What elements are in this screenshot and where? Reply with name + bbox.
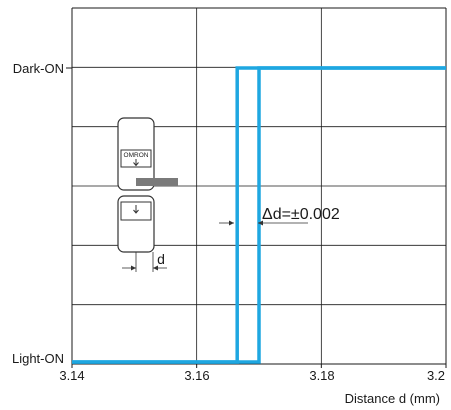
y-label-light-on: Light-ON: [12, 351, 64, 366]
delta-label: Δd=±0.002: [262, 206, 340, 223]
x-tick-label: 3.2: [427, 368, 445, 383]
d-label: d: [157, 251, 165, 267]
x-tick-label: 3.14: [59, 368, 84, 383]
target-bar: [136, 178, 178, 186]
sensor-illustration: OMRON d: [118, 118, 178, 272]
x-axis-title: Distance d (mm): [345, 391, 440, 406]
arrow-right-icon: [229, 221, 234, 226]
x-tick-label: 3.18: [309, 368, 334, 383]
y-label-dark-on: Dark-ON: [13, 61, 64, 76]
x-tick-label: 3.16: [184, 368, 209, 383]
arrow-right-icon: [131, 266, 136, 271]
logo-text: OMRON: [124, 152, 149, 159]
